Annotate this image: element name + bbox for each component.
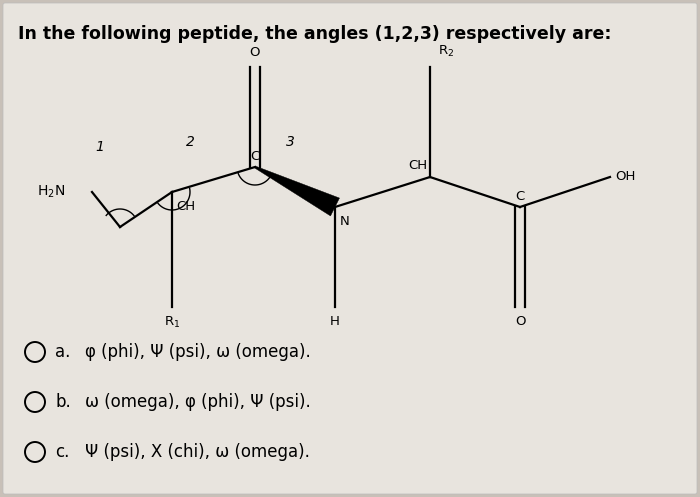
Text: C: C (515, 190, 524, 203)
Text: O: O (514, 315, 525, 328)
Text: a.: a. (55, 343, 71, 361)
Text: O: O (250, 46, 260, 59)
Text: H: H (330, 315, 340, 328)
Text: 3: 3 (286, 135, 295, 149)
Text: ω (omega), φ (phi), Ψ (psi).: ω (omega), φ (phi), Ψ (psi). (85, 393, 311, 411)
Text: 2: 2 (186, 135, 195, 149)
FancyBboxPatch shape (3, 3, 697, 494)
Text: $\mathsf{R_2}$: $\mathsf{R_2}$ (438, 44, 454, 59)
Text: b.: b. (55, 393, 71, 411)
Text: $\mathsf{R_1}$: $\mathsf{R_1}$ (164, 315, 180, 330)
Text: Ψ (psi), X (chi), ω (omega).: Ψ (psi), X (chi), ω (omega). (85, 443, 310, 461)
Polygon shape (255, 166, 340, 216)
Text: c.: c. (55, 443, 69, 461)
Text: In the following peptide, the angles (1,2,3) respectively are:: In the following peptide, the angles (1,… (18, 25, 612, 43)
Text: C: C (251, 150, 260, 163)
Text: CH: CH (408, 159, 427, 172)
Text: CH: CH (176, 200, 195, 213)
Text: φ (phi), Ψ (psi), ω (omega).: φ (phi), Ψ (psi), ω (omega). (85, 343, 311, 361)
Text: N: N (340, 215, 350, 228)
Text: 1: 1 (96, 140, 104, 154)
Text: $\mathsf{H_2N}$: $\mathsf{H_2N}$ (37, 184, 65, 200)
Text: OH: OH (615, 170, 636, 183)
